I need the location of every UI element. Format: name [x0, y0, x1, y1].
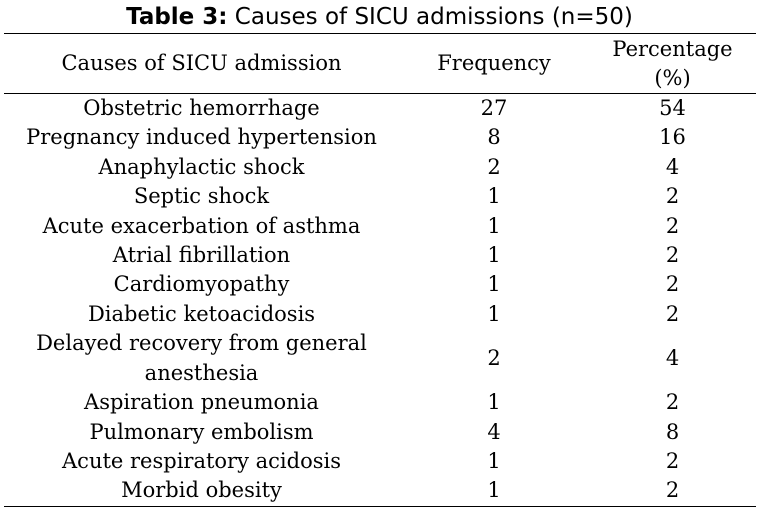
- cell-cause: Delayed recovery from general anesthesia: [4, 329, 399, 388]
- table-caption: Table 3: Causes of SICU admissions (n=50…: [0, 2, 759, 32]
- table-row: Pregnancy induced hypertension 8 16: [4, 123, 756, 152]
- cell-cause: Pregnancy induced hypertension: [26, 125, 377, 150]
- cell-cause: Aspiration pneumonia: [84, 390, 319, 415]
- table-row: Acute exacerbation of asthma 1 2: [4, 212, 756, 241]
- table-row: Aspiration pneumonia 1 2: [4, 388, 756, 417]
- cell-percentage: 2: [665, 272, 680, 297]
- cell-frequency: 1: [399, 476, 589, 507]
- admissions-table: Causes of SICU admission Frequency Perce…: [4, 33, 756, 507]
- cell-frequency: 1: [487, 272, 501, 297]
- cell-percentage: 4: [665, 154, 680, 179]
- cell-percentage: 2: [665, 243, 680, 268]
- cell-cause: Acute exacerbation of asthma: [42, 213, 361, 238]
- header-percentage-text: Percentage (%): [612, 36, 733, 90]
- cell-percentage: 2: [665, 213, 680, 238]
- cell-percentage: 4: [665, 346, 680, 371]
- cell-cause: Pulmonary embolism: [89, 419, 314, 444]
- table-row: Atrial fibrillation 1 2: [4, 241, 756, 270]
- header-cause: Causes of SICU admission: [4, 33, 399, 94]
- table-caption-text: Causes of SICU admissions (n=50): [227, 4, 633, 30]
- cell-cause: Atrial fibrillation: [112, 243, 291, 268]
- table-caption-label: Table 3:: [126, 4, 228, 30]
- cell-percentage: 2: [665, 301, 680, 326]
- table-row: Morbid obesity 1 2: [4, 476, 756, 507]
- cell-cause: Morbid obesity: [4, 476, 399, 507]
- cell-percentage: 8: [665, 419, 680, 444]
- cell-frequency: 27: [480, 96, 508, 120]
- cell-frequency: 2: [487, 154, 501, 179]
- cell-percentage: 16: [659, 125, 686, 150]
- cell-percentage: 2: [665, 449, 680, 474]
- cell-percentage: 2: [665, 390, 680, 415]
- cell-cause: Anaphylactic shock: [98, 154, 305, 179]
- cell-cause: Cardiomyopathy: [113, 272, 290, 297]
- table-row: Obstetric hemorrhage 27 54: [4, 94, 756, 124]
- cell-frequency: 1: [487, 449, 501, 474]
- table-header-row: Causes of SICU admission Frequency Perce…: [4, 33, 756, 94]
- cell-frequency: 1: [487, 301, 501, 326]
- table-row: Acute respiratory acidosis 1 2: [4, 447, 756, 476]
- cell-frequency: 1: [487, 213, 501, 238]
- cell-frequency: 2: [487, 346, 501, 371]
- cell-percentage: 2: [589, 476, 756, 507]
- cell-percentage: 2: [665, 184, 680, 209]
- cell-cause: Diabetic ketoacidosis: [87, 301, 316, 326]
- header-percentage: Percentage (%): [589, 33, 756, 94]
- table-row: Pulmonary embolism 4 8: [4, 418, 756, 447]
- table-row: Septic shock 1 2: [4, 182, 756, 211]
- cell-cause-text: Delayed recovery from general anesthesia: [36, 331, 367, 385]
- cell-cause: Acute respiratory acidosis: [62, 449, 341, 474]
- cell-frequency: 4: [487, 419, 501, 444]
- cell-frequency: 1: [487, 390, 501, 415]
- table-row: Diabetic ketoacidosis 1 2: [4, 300, 756, 329]
- cell-frequency: 1: [487, 243, 501, 268]
- table-row: Cardiomyopathy 1 2: [4, 270, 756, 299]
- cell-cause: Septic shock: [133, 184, 270, 209]
- table-row: Delayed recovery from general anesthesia…: [4, 329, 756, 388]
- table-row: Anaphylactic shock 2 4: [4, 153, 756, 182]
- header-frequency: Frequency: [399, 33, 589, 94]
- cell-frequency: 8: [487, 125, 501, 150]
- cell-cause: Obstetric hemorrhage: [83, 96, 320, 120]
- cell-frequency: 1: [487, 184, 501, 209]
- cell-percentage: 54: [659, 96, 686, 120]
